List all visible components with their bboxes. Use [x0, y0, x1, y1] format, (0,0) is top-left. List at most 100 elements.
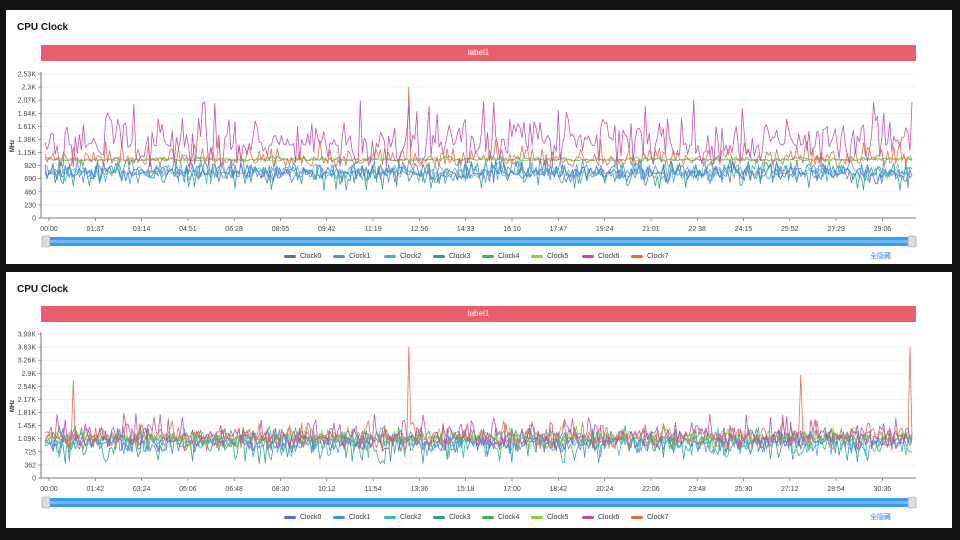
legend-swatch	[482, 515, 494, 519]
y-tick-label: 0	[32, 216, 36, 223]
x-tick-label: 03:14	[133, 226, 151, 233]
legend-swatch	[284, 254, 296, 258]
legend-item-clock4[interactable]: Clock4	[482, 251, 519, 263]
x-tick-label: 20:24	[596, 486, 614, 493]
legend-label: Clock6	[598, 253, 620, 260]
x-tick-label: 27:29	[827, 226, 845, 233]
x-tick-label: 17:47	[550, 226, 568, 233]
y-tick-label: 362	[24, 462, 36, 469]
x-tick-label: 25:30	[735, 486, 753, 493]
x-tick-label: 22:06	[642, 486, 660, 493]
y-tick-label: 2.54K	[18, 384, 37, 391]
legend-swatch	[433, 515, 445, 519]
x-tick-label: 00:00	[40, 226, 58, 233]
y-axis-label: MHz	[10, 400, 16, 412]
legend-item-clock5[interactable]: Clock5	[531, 512, 568, 524]
zoom-handle-left[interactable]	[41, 496, 51, 509]
hide-all-link[interactable]: 全隐藏	[870, 514, 891, 521]
x-tick-label: 08:05	[272, 226, 290, 233]
legend-swatch	[582, 515, 594, 519]
x-tick-label: 29:06	[874, 226, 892, 233]
legend-item-clock6[interactable]: Clock6	[582, 512, 619, 524]
x-tick-label: 21:01	[642, 226, 660, 233]
legend-item-clock2[interactable]: Clock2	[384, 512, 421, 524]
series-line-clock5	[44, 425, 913, 450]
y-tick-label: 230	[24, 202, 36, 209]
legend-item-clock2[interactable]: Clock2	[384, 251, 421, 263]
legend-item-clock1[interactable]: Clock1	[333, 512, 370, 524]
zoom-handle-right[interactable]	[907, 235, 917, 248]
y-tick-label: 690	[24, 176, 36, 183]
legend-item-clock7[interactable]: Clock7	[631, 512, 668, 524]
legend-label: Clock7	[647, 253, 669, 260]
x-tick-label: 16:10	[503, 226, 521, 233]
legend-item-clock3[interactable]: Clock3	[433, 251, 470, 263]
legend-swatch	[384, 254, 396, 258]
label-bar[interactable]: label1	[41, 306, 916, 322]
y-tick-label: 1.09K	[18, 436, 37, 443]
x-tick-label: 11:54	[365, 486, 382, 493]
y-tick-label: 1.15K	[18, 150, 37, 157]
zoom-handle-left[interactable]	[41, 235, 51, 248]
chart-title: CPU Clock	[17, 22, 69, 33]
x-tick-label: 10:12	[318, 486, 336, 493]
legend-label: Clock4	[498, 253, 520, 260]
chart-legend: Clock0 Clock1 Clock2 Clock3 Clock4 Clock5 Cloc…	[6, 251, 952, 263]
legend-swatch	[333, 515, 345, 519]
series-line-clock5	[44, 155, 913, 162]
x-tick-label: 23:48	[688, 486, 706, 493]
y-tick-label: 460	[24, 189, 36, 196]
x-tick-label: 25:52	[781, 226, 799, 233]
legend-label: Clock1	[349, 514, 371, 521]
legend-label: Clock5	[547, 253, 569, 260]
legend-label: Clock3	[449, 253, 471, 260]
x-tick-label: 08:30	[272, 486, 290, 493]
legend-label: Clock3	[449, 514, 471, 521]
y-tick-label: 920	[24, 163, 36, 170]
legend-swatch	[433, 254, 445, 258]
hide-all-link[interactable]: 全隐藏	[870, 253, 891, 260]
series-line-clock3	[44, 158, 913, 192]
x-tick-label: 12:56	[411, 226, 429, 233]
legend-item-clock0[interactable]: Clock0	[284, 251, 321, 263]
x-tick-label: 28:54	[827, 486, 845, 493]
y-tick-label: 0	[32, 476, 36, 483]
y-tick-label: 1.38K	[18, 137, 37, 144]
x-tick-label: 17:00	[503, 486, 521, 493]
legend-item-clock0[interactable]: Clock0	[284, 512, 321, 524]
x-tick-label: 05:06	[179, 486, 197, 493]
legend-swatch	[582, 254, 594, 258]
series-line-clock7	[44, 346, 913, 452]
legend-label: Clock0	[300, 514, 322, 521]
legend-item-clock1[interactable]: Clock1	[333, 251, 370, 263]
y-tick-label: 1.81K	[18, 410, 37, 417]
x-tick-label: 14:33	[457, 226, 475, 233]
x-tick-label: 11:19	[365, 226, 382, 233]
legend-item-clock3[interactable]: Clock3	[433, 512, 470, 524]
legend-swatch	[284, 515, 296, 519]
legend-label: Clock0	[300, 253, 322, 260]
y-tick-label: 2.17K	[18, 397, 37, 404]
label-bar[interactable]: label1	[41, 45, 916, 61]
zoom-slider-highlight	[47, 501, 910, 504]
x-tick-label: 22:38	[688, 226, 706, 233]
x-tick-label: 01:37	[87, 226, 105, 233]
legend-item-clock6[interactable]: Clock6	[582, 251, 619, 263]
chart-title: CPU Clock	[17, 284, 69, 295]
y-tick-label: 1.45K	[18, 423, 37, 430]
zoom-handle-right[interactable]	[907, 496, 917, 509]
legend-item-clock4[interactable]: Clock4	[482, 512, 519, 524]
legend-item-clock5[interactable]: Clock5	[531, 251, 568, 263]
x-tick-label: 18:42	[550, 486, 568, 493]
series-line-clock2	[44, 158, 913, 185]
legend-swatch	[631, 515, 643, 519]
legend-swatch	[482, 254, 494, 258]
y-tick-label: 2.53K	[18, 72, 37, 79]
series-line-clock1	[44, 157, 913, 185]
x-tick-label: 09:42	[318, 226, 336, 233]
legend-item-clock7[interactable]: Clock7	[631, 251, 668, 263]
x-tick-label: 06:48	[225, 486, 243, 493]
y-tick-label: 2.9K	[22, 371, 37, 378]
y-tick-label: 2.3K	[22, 85, 37, 92]
x-tick-label: 04:51	[179, 226, 197, 233]
